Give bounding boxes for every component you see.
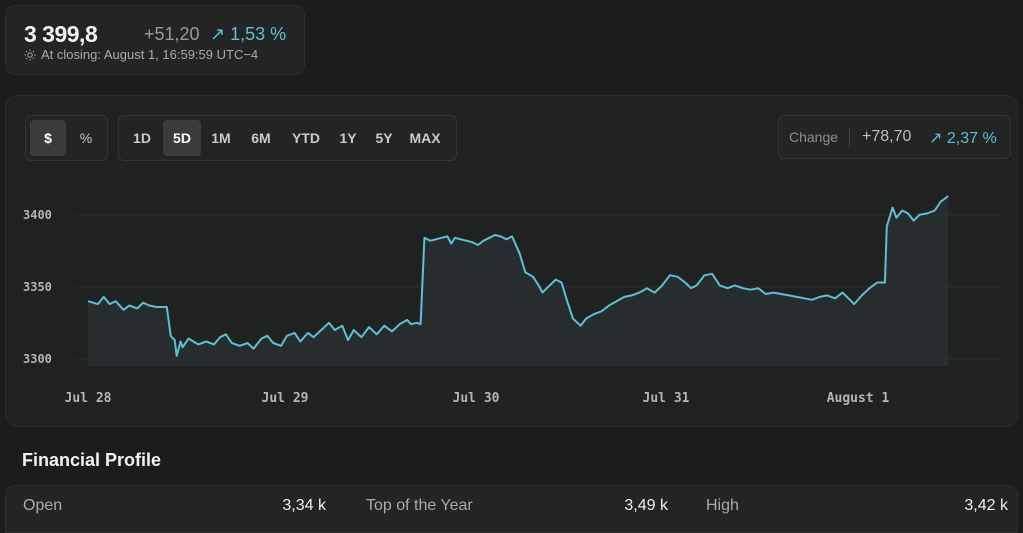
closing-info: At closing: August 1, 16:59:59 UTC−4 <box>24 47 258 62</box>
range-button-max[interactable]: MAX <box>403 120 447 156</box>
range-button-ytd[interactable]: YTD <box>283 120 329 156</box>
y-tick-label: 3400 <box>23 208 52 222</box>
price-area <box>88 196 949 366</box>
chart-card: $ % 1D 5D 1M 6M YTD 1Y 5Y MAX Change +78,70 ↗ 2… <box>5 95 1018 427</box>
range-button-1d[interactable]: 1D <box>123 120 161 156</box>
y-tick-label: 3350 <box>23 280 52 294</box>
current-price: 3 399,8 <box>24 21 98 47</box>
price-summary: 3 399,8 +51,20 ↗ 1,53 % At closing: Augu… <box>5 5 305 75</box>
high-value: 3,42 k <box>964 497 1008 514</box>
top-of-year-value: 3,49 k <box>624 497 668 514</box>
financial-profile-row: Open 3,34 k Top of the Year 3,49 k High … <box>5 485 1018 533</box>
price-change: +51,20 <box>144 24 200 44</box>
x-tick-label: Jul 30 <box>453 391 500 406</box>
financial-profile-title: Financial Profile <box>22 450 162 470</box>
y-tick-label: 3300 <box>23 352 52 366</box>
x-tick-label: August 1 <box>827 391 890 406</box>
open-label: Open <box>23 497 63 514</box>
change-value: +78,70 <box>862 128 912 145</box>
range-button-5d[interactable]: 5D <box>163 120 201 156</box>
range-button-6m[interactable]: 6M <box>241 120 281 156</box>
change-summary: Change +78,70 ↗ 2,37 % <box>778 115 1011 159</box>
unit-toggle: $ % <box>25 115 108 161</box>
change-percent: ↗ 2,37 % <box>929 130 997 147</box>
range-button-1m[interactable]: 1M <box>203 120 239 156</box>
range-button-5y[interactable]: 5Y <box>367 120 401 156</box>
range-selector: 1D 5D 1M 6M YTD 1Y 5Y MAX <box>118 115 457 161</box>
change-divider <box>849 128 850 148</box>
range-button-1y[interactable]: 1Y <box>331 120 365 156</box>
x-tick-label: Jul 28 <box>65 391 112 406</box>
price-chart[interactable]: 3300 3350 3400 Jul 28 Jul 29 Jul 30 Jul 31 Augu… <box>6 96 1017 426</box>
open-value: 3,34 k <box>282 497 326 514</box>
price-change-percent: ↗ 1,53 % <box>210 24 287 44</box>
sun-icon <box>24 49 36 60</box>
high-label: High <box>706 497 739 514</box>
x-tick-label: Jul 31 <box>643 391 690 406</box>
top-of-year-label: Top of the Year <box>366 497 473 514</box>
percent-mode-button[interactable]: % <box>68 120 104 156</box>
x-tick-label: Jul 29 <box>262 391 309 406</box>
closing-text: At closing: August 1, 16:59:59 UTC−4 <box>41 47 259 62</box>
currency-mode-button[interactable]: $ <box>30 120 66 156</box>
change-label: Change <box>789 129 839 145</box>
price-line <box>87 195 949 357</box>
